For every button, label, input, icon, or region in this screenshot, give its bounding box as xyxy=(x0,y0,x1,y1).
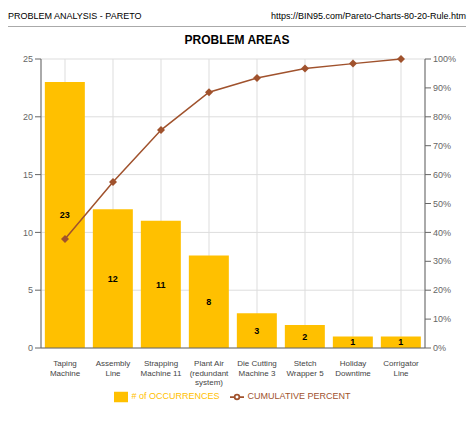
svg-text:10: 10 xyxy=(23,228,33,238)
svg-text:10%: 10% xyxy=(433,314,451,324)
html-text:# of OCCURRENCES: # of OCCURRENCES xyxy=(131,391,220,402)
svg-text:20%: 20% xyxy=(433,285,451,295)
svg-text:StetchWrapper 5: StetchWrapper 5 xyxy=(286,359,324,378)
svg-text:80%: 80% xyxy=(433,112,451,122)
svg-text:2: 2 xyxy=(302,332,307,342)
svg-text:Die CuttingMachine 3: Die CuttingMachine 3 xyxy=(237,359,277,378)
svg-text:50%: 50% xyxy=(433,199,451,209)
svg-text:1: 1 xyxy=(398,337,403,347)
svg-text:100%: 100% xyxy=(433,54,456,64)
html-text:PROBLEM AREAS: PROBLEM AREAS xyxy=(184,33,290,47)
svg-text:12: 12 xyxy=(108,274,118,284)
svg-text:StrappingMachine 11: StrappingMachine 11 xyxy=(141,359,182,378)
svg-text:HolidayDowntime: HolidayDowntime xyxy=(335,359,371,378)
svg-text:90%: 90% xyxy=(433,83,451,93)
svg-text:40%: 40% xyxy=(433,228,451,238)
svg-text:1: 1 xyxy=(350,337,355,347)
svg-text:15: 15 xyxy=(23,170,33,180)
svg-text:CorrigatorLine: CorrigatorLine xyxy=(383,359,419,378)
html-text:PROBLEM ANALYSIS - PARETO: PROBLEM ANALYSIS - PARETO xyxy=(8,11,142,21)
svg-text:Plant Air(redundantsystem): Plant Air(redundantsystem) xyxy=(190,359,229,387)
svg-text:3: 3 xyxy=(254,326,259,336)
svg-text:AssemblyLine: AssemblyLine xyxy=(96,359,131,378)
html-text:https://BIN95.com/Pareto-Chart: https://BIN95.com/Pareto-Charts-80-20-Ru… xyxy=(270,11,466,21)
svg-text:8: 8 xyxy=(206,297,211,307)
svg-text:TapingMachine: TapingMachine xyxy=(50,359,81,378)
svg-text:30%: 30% xyxy=(433,256,451,266)
html-text:CUMULATIVE PERCENT: CUMULATIVE PERCENT xyxy=(247,391,351,402)
svg-text:11: 11 xyxy=(156,280,166,290)
svg-text:5: 5 xyxy=(28,285,33,295)
svg-text:0%: 0% xyxy=(433,343,446,353)
svg-text:0: 0 xyxy=(28,343,33,353)
svg-text:23: 23 xyxy=(60,210,70,220)
svg-text:60%: 60% xyxy=(433,170,451,180)
svg-text:20: 20 xyxy=(23,112,33,122)
svg-text:25: 25 xyxy=(23,54,33,64)
svg-text:70%: 70% xyxy=(433,141,451,151)
